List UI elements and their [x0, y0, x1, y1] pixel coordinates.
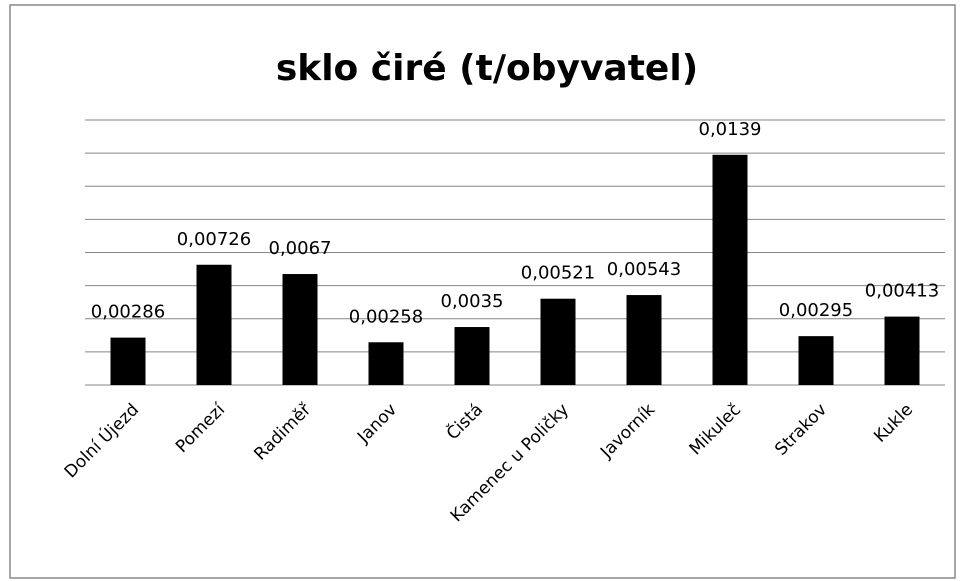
bar — [540, 298, 576, 385]
bar — [884, 316, 920, 385]
data-label: 0,0139 — [699, 119, 762, 140]
bar — [368, 342, 404, 385]
bar — [712, 154, 748, 385]
data-label: 0,00543 — [607, 259, 681, 280]
bar — [798, 336, 834, 385]
data-label: 0,0067 — [269, 238, 332, 259]
bar — [196, 264, 232, 385]
chart-border — [9, 4, 956, 579]
bar — [110, 337, 146, 385]
bar — [454, 327, 490, 385]
bar — [282, 274, 318, 385]
bar — [626, 295, 662, 385]
chart-title: sklo čiré (t/obyvatel) — [276, 48, 698, 89]
data-label: 0,00258 — [349, 306, 423, 327]
data-label: 0,0035 — [441, 291, 504, 312]
data-label: 0,00521 — [521, 263, 595, 284]
data-label: 0,00295 — [779, 300, 853, 321]
data-label: 0,00286 — [91, 302, 165, 323]
data-label: 0,00413 — [865, 281, 939, 302]
data-label: 0,00726 — [177, 229, 251, 250]
